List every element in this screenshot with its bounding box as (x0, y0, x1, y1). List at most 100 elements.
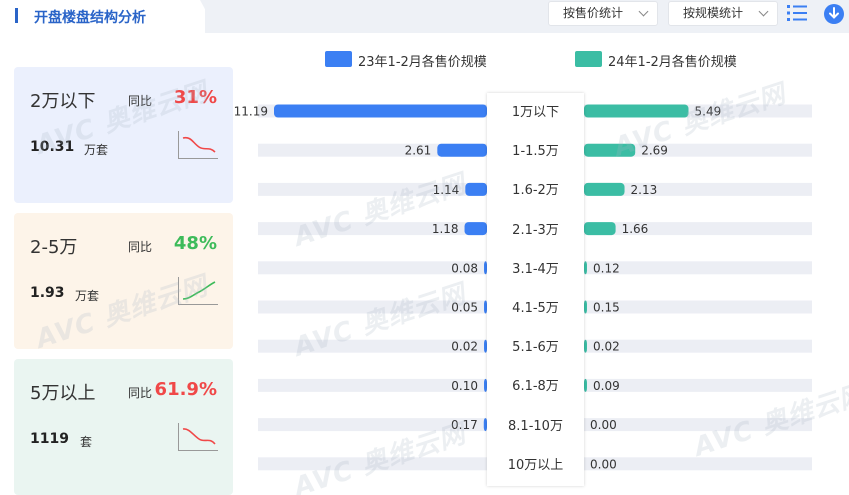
download-icon[interactable] (824, 4, 844, 24)
card-yoy-label: 同比 (128, 386, 153, 400)
price-stat-select-label: 按售价统计 (563, 6, 624, 20)
bar-track-right (584, 418, 812, 432)
data-label-23: 0.02 (451, 340, 478, 354)
bar-24 (584, 222, 616, 236)
scale-stat-select-label: 按规模统计 (683, 6, 744, 20)
header-tab (0, 0, 205, 33)
bar-track-left (258, 457, 487, 471)
price-stat-select[interactable]: 按售价统计 (548, 1, 658, 26)
bar-24 (584, 300, 587, 314)
list-icon[interactable] (786, 4, 808, 22)
bar-23 (437, 143, 487, 157)
title-accent-bar (15, 8, 18, 23)
card-unit: 套 (80, 435, 93, 449)
data-label-24: 0.00 (590, 457, 617, 471)
bar-24 (584, 182, 625, 196)
data-label-24: 0.02 (593, 340, 620, 354)
card-category: 2万以下 (30, 91, 96, 112)
data-label-24: 1.66 (622, 222, 649, 236)
card-yoy-label: 同比 (128, 240, 153, 254)
bar-track-left (258, 300, 487, 314)
legend-label-23[interactable]: 23年1-2月各售价规模 (358, 55, 487, 70)
bar-track-left (258, 378, 487, 392)
bar-23 (464, 222, 487, 236)
bar-24 (584, 339, 587, 353)
data-label-23: 0.08 (451, 261, 478, 275)
bar-24 (584, 378, 587, 392)
bar-24 (584, 261, 587, 275)
data-label-23: 2.61 (405, 144, 432, 158)
scale-stat-select[interactable]: 按规模统计 (668, 1, 778, 26)
bar-track-right (584, 378, 812, 392)
bar-23 (483, 418, 487, 432)
trend-down-icon (178, 423, 218, 451)
data-label-24: 2.69 (641, 144, 668, 158)
category-tick-label: 2.1-3万 (512, 222, 559, 238)
panel-title: 开盘楼盘结构分析 (34, 10, 146, 26)
summary-card-under-2w: 2万以下 同比 31% 10.31 万套 (14, 67, 233, 203)
data-label-24: 0.00 (590, 418, 617, 432)
data-label-23: 0.05 (451, 301, 478, 315)
bar-track-right (584, 222, 812, 236)
bar-23 (484, 378, 487, 392)
bar-23 (465, 182, 487, 196)
card-category: 5万以上 (30, 383, 96, 404)
trend-down-icon (178, 131, 218, 159)
category-tick-label: 1.6-2万 (512, 183, 559, 199)
bar-track-left (258, 418, 487, 432)
bar-track-right (584, 457, 812, 471)
bar-track-right (584, 300, 812, 314)
legend-label-24[interactable]: 24年1-2月各售价规模 (608, 55, 737, 70)
bar-23 (484, 300, 487, 314)
bar-23 (484, 339, 487, 353)
data-label-23: 0.17 (451, 418, 478, 432)
category-tick-label: 8.1-10万 (508, 418, 563, 434)
summary-card-2w-5w: 2-5万 同比 48% 1.93 万套 (14, 213, 233, 349)
card-volume: 1.93 (30, 285, 65, 301)
category-tick-label: 3.1-4万 (512, 261, 559, 277)
data-label-24: 5.49 (695, 105, 722, 119)
bar-track-left (258, 261, 487, 275)
card-volume: 1119 (30, 431, 69, 447)
category-tick-label: 6.1-8万 (512, 379, 559, 395)
card-yoy-value: 31% (173, 87, 217, 108)
card-yoy-value: 48% (173, 233, 217, 254)
bar-track-right (584, 261, 812, 275)
bar-23 (274, 104, 487, 118)
card-unit: 万套 (84, 143, 109, 157)
summary-card-over-5w: 5万以上 同比 61.9% 1119 套 (14, 359, 233, 495)
panel-header: 开盘楼盘结构分析 按售价统计 按规模统计 (0, 0, 849, 33)
bar-track-left (258, 182, 487, 196)
bar-23 (484, 261, 487, 275)
bar-24 (584, 104, 689, 118)
category-tick-label: 10万以上 (507, 457, 564, 473)
data-label-24: 0.12 (593, 261, 620, 275)
bar-track-right (584, 339, 812, 353)
legend-swatch-23 (325, 51, 352, 67)
data-label-24: 2.13 (631, 183, 658, 197)
category-tick-label: 1-1.5万 (512, 144, 559, 160)
bar-track-left (258, 222, 487, 236)
bar-track-left (258, 339, 487, 353)
category-tick-label: 1万以下 (511, 105, 560, 120)
card-yoy-value: 61.9% (154, 379, 217, 400)
card-unit: 万套 (75, 289, 100, 303)
bar-24 (584, 143, 636, 157)
card-category: 2-5万 (30, 237, 78, 258)
card-yoy-label: 同比 (128, 94, 153, 108)
category-tick-label: 5.1-6万 (512, 340, 559, 356)
category-axis-panel: 1万以下 1-1.5万 1.6-2万 2.1-3万 3.1-4万 4.1-5万 5.1-6万… (487, 93, 584, 486)
category-tick-label: 4.1-5万 (512, 301, 559, 316)
bar-track-right (584, 182, 812, 196)
trend-up-icon (178, 277, 218, 305)
bar-track-left (258, 143, 487, 157)
data-label-24: 0.09 (593, 379, 620, 393)
data-label-23: 0.10 (451, 379, 478, 393)
card-volume: 10.31 (30, 139, 75, 155)
bar-track-right (584, 143, 812, 157)
data-label-23: 11.19 (234, 105, 268, 119)
data-label-23: 1.14 (433, 183, 460, 197)
data-label-24: 0.15 (593, 301, 620, 315)
legend-swatch-24 (575, 51, 602, 67)
